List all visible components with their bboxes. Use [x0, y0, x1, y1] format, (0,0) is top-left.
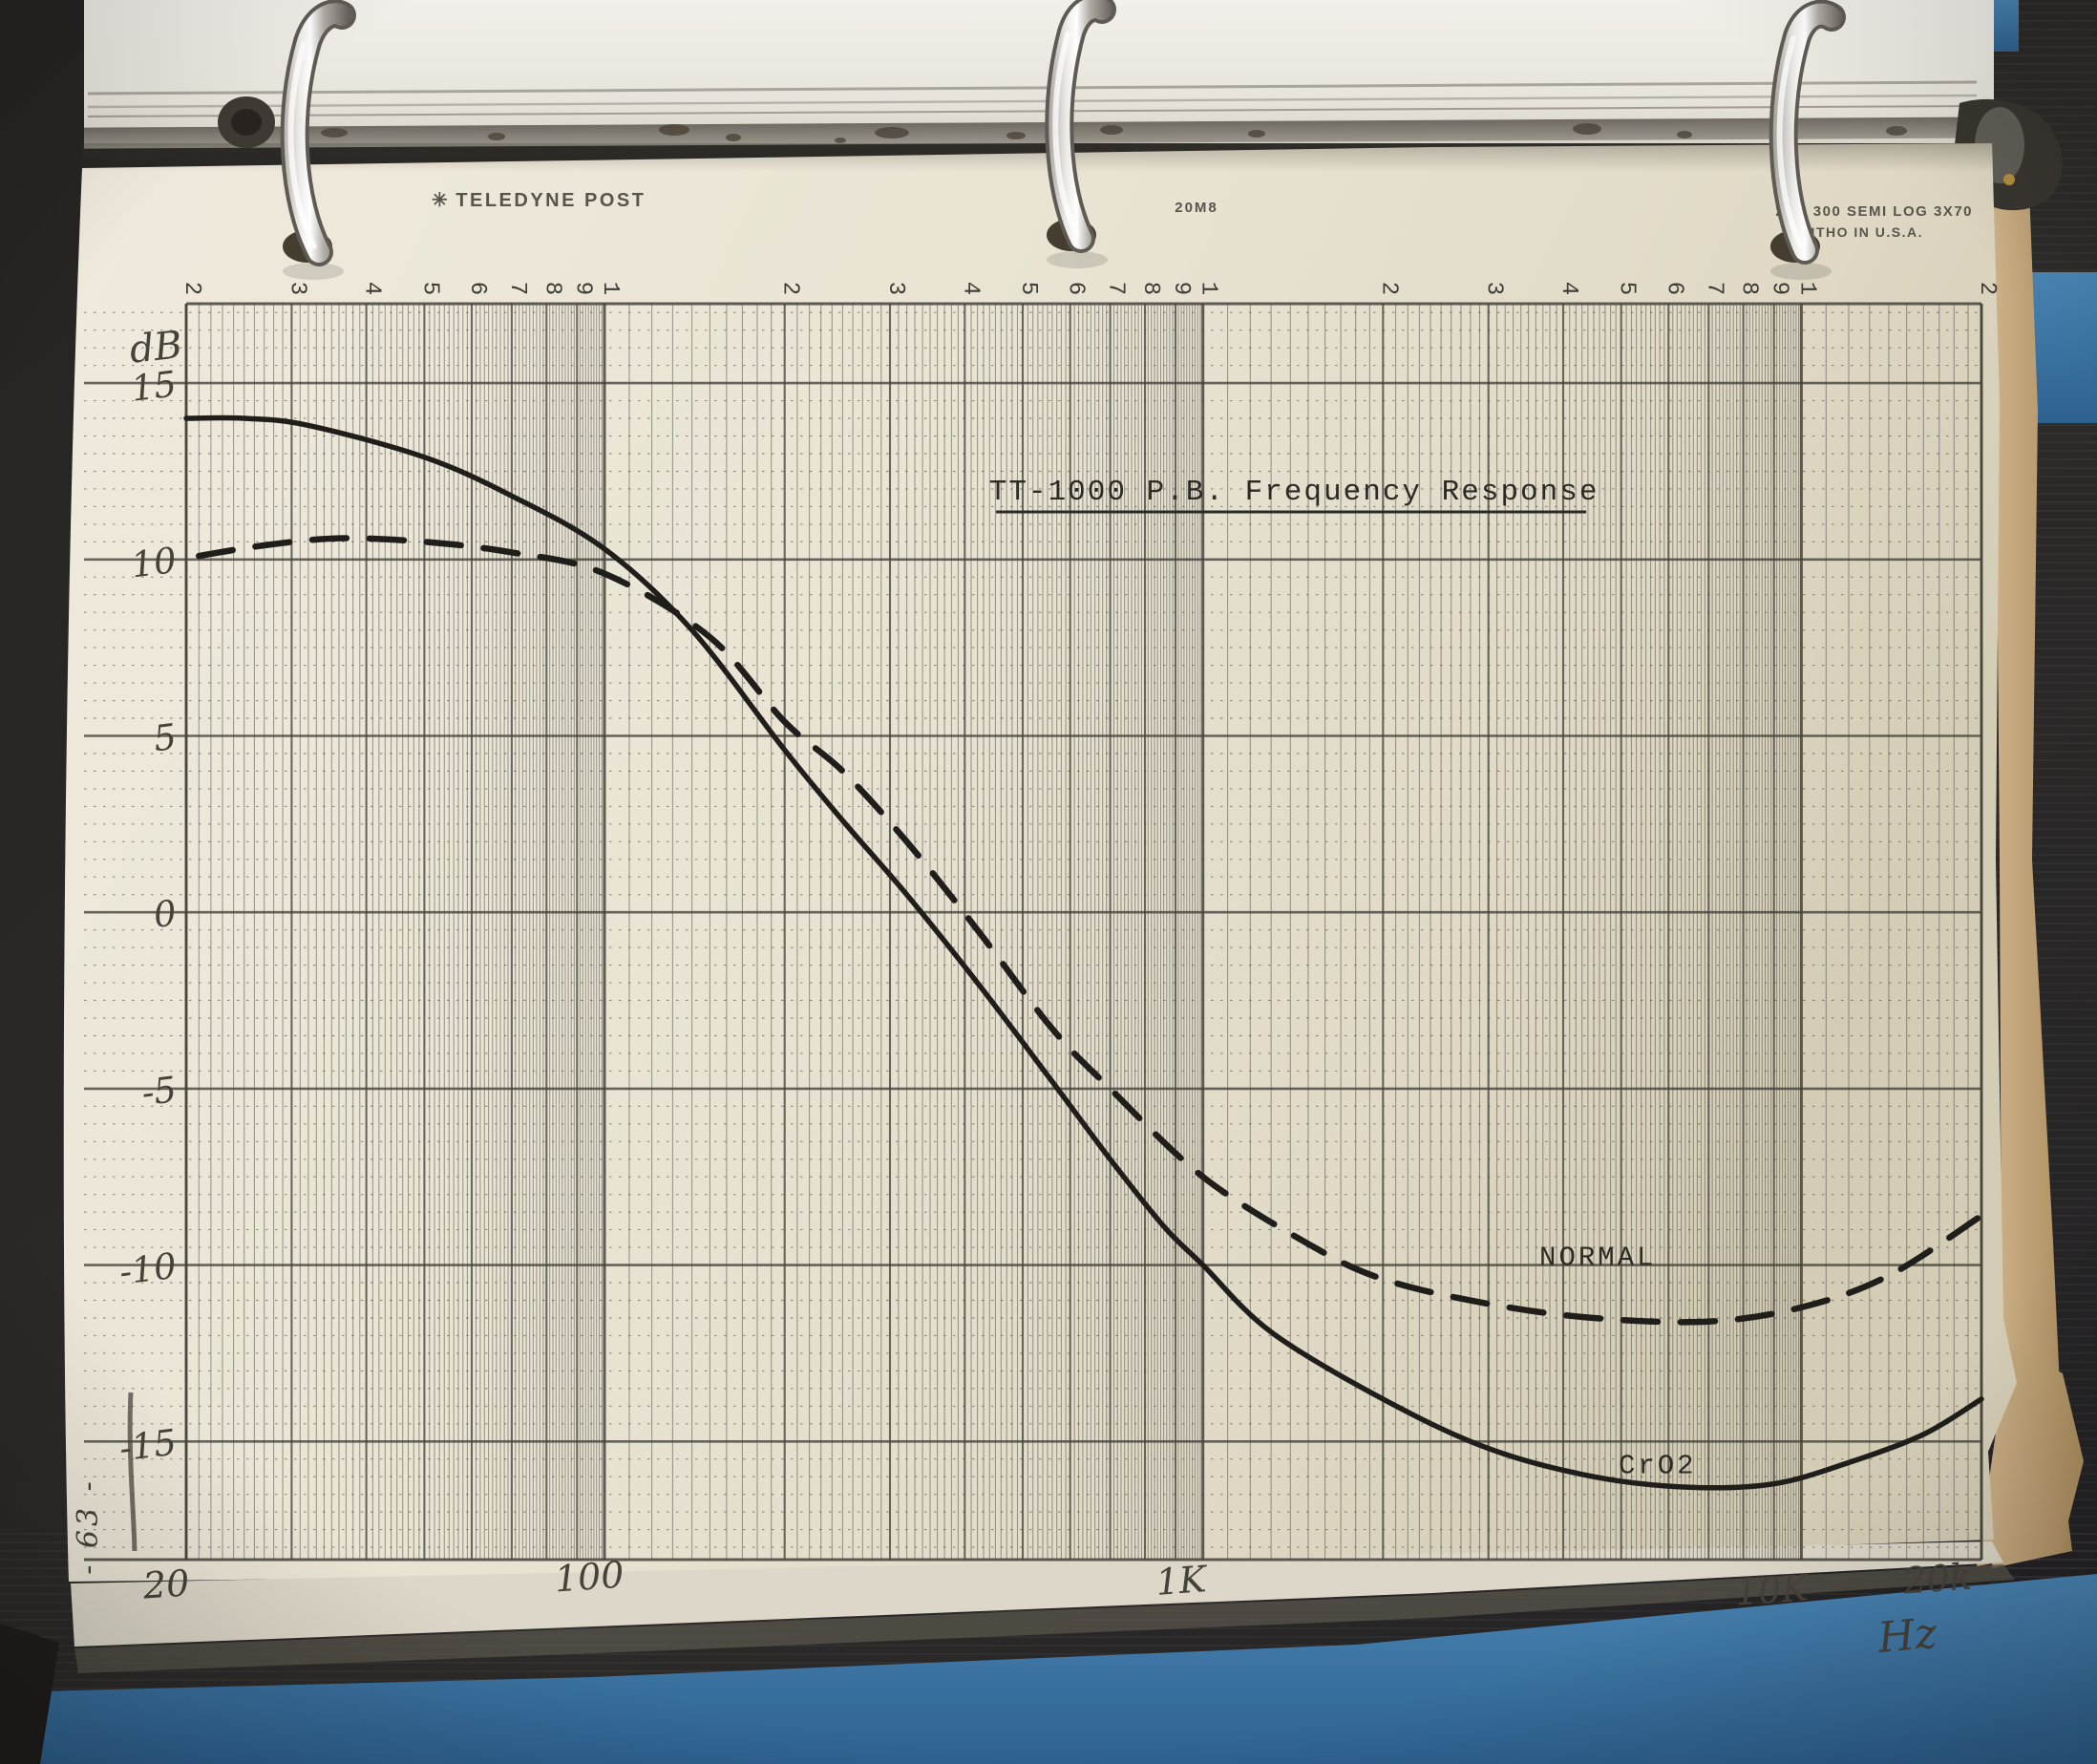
photo-vignette [0, 0, 2097, 1764]
photo-binder-graph-page: ✳TELEDYNE POST 20M8 20M 300 SEMI LOG 3X7… [0, 0, 2097, 1764]
